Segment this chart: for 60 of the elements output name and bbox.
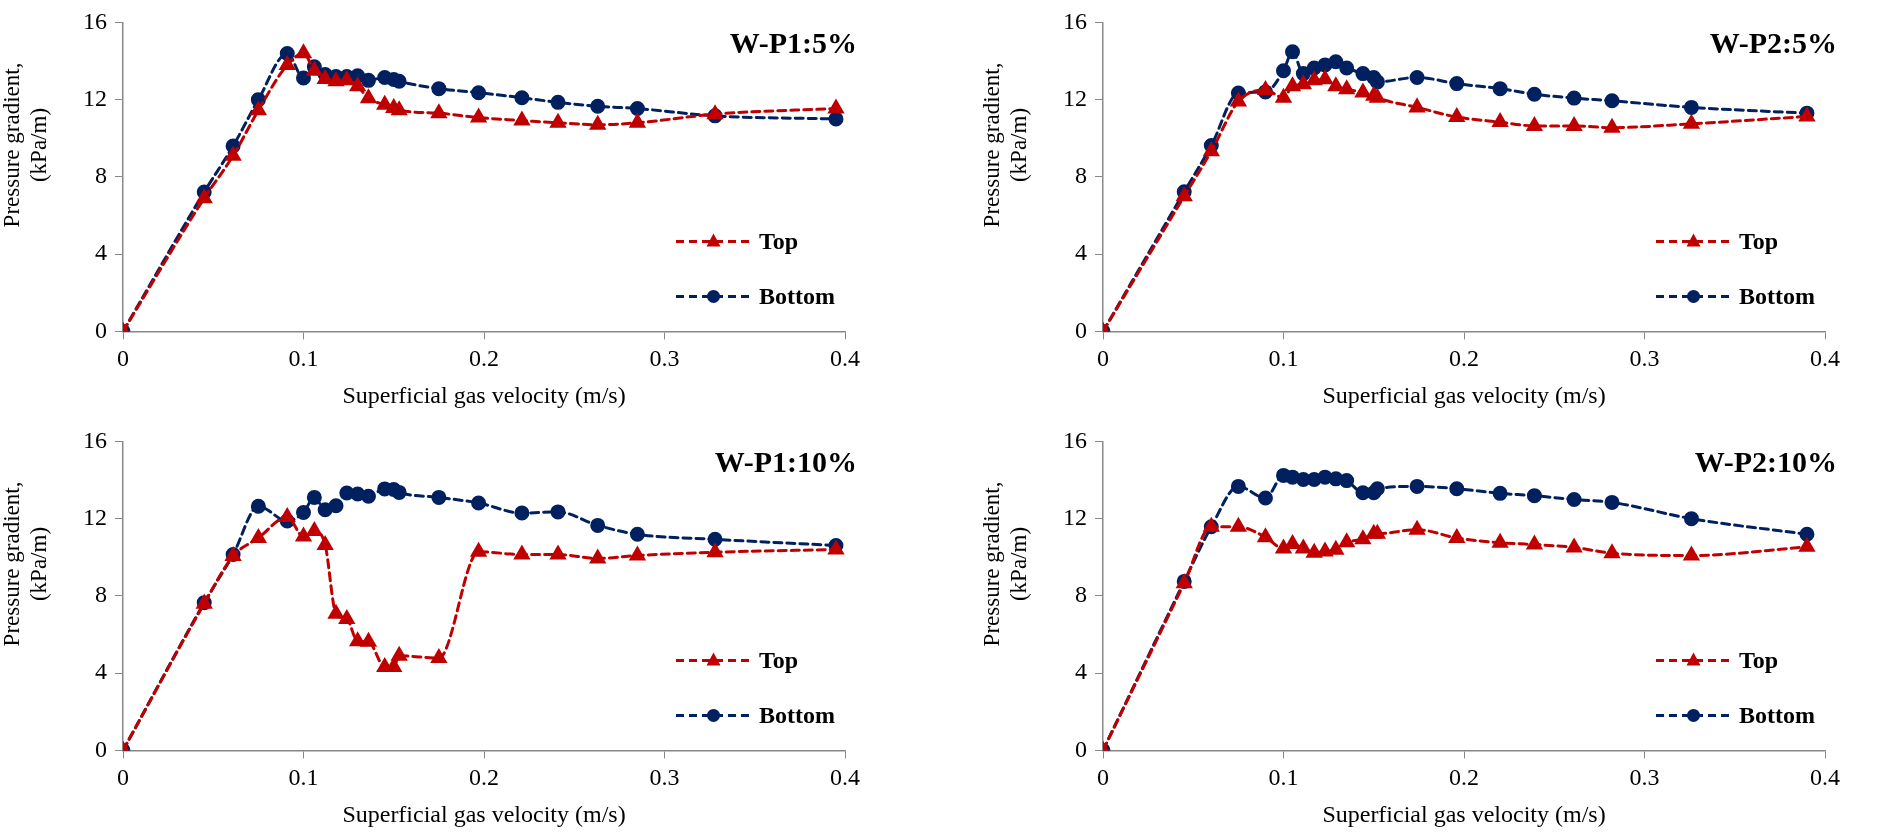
x-tick-label: 0.3 (649, 764, 680, 791)
chart-title: W-P1:5% (729, 26, 857, 60)
legend-label: Top (1739, 646, 1779, 673)
x-tick-label: 0.4 (1810, 345, 1840, 372)
y-tick-label: 16 (1063, 426, 1087, 453)
y-tick-label: 8 (1075, 581, 1087, 608)
y-axis-title: Pressure gradient, (kPa/m) (0, 61, 52, 230)
y-tick-label: 0 (95, 735, 107, 762)
x-tick-label: 0.1 (1268, 345, 1299, 372)
x-tick-label: 0.3 (1629, 764, 1660, 791)
y-tick-label: 16 (83, 7, 107, 34)
y-tick-label: 8 (95, 162, 107, 189)
legend-label: Bottom (1739, 701, 1816, 728)
x-tick-label: 0.1 (1268, 764, 1299, 791)
y-tick-label: 4 (1075, 658, 1087, 685)
x-tick-label: 0.2 (469, 345, 499, 372)
x-tick-label: 0.2 (1449, 345, 1479, 372)
x-tick-label: 0 (117, 345, 129, 372)
x-tick-label: 0.4 (830, 764, 860, 791)
y-tick-label: 4 (1075, 239, 1087, 266)
x-tick-label: 0.4 (830, 345, 860, 372)
legend-label: Bottom (1739, 282, 1816, 309)
x-tick-label: 0 (117, 764, 129, 791)
x-tick-label: 0.1 (288, 345, 319, 372)
chart-title: W-P1:10% (714, 445, 857, 479)
x-tick-label: 0 (1097, 345, 1109, 372)
x-axis-title: Superficial gas velocity (m/s) (1322, 800, 1606, 827)
x-tick-label: 0.4 (1810, 764, 1840, 791)
y-tick-label: 0 (95, 316, 107, 343)
y-tick-label: 4 (95, 658, 107, 685)
x-tick-label: 0.3 (649, 345, 680, 372)
y-axis-title: Pressure gradient, (kPa/m) (0, 480, 52, 649)
x-tick-label: 0.1 (288, 764, 319, 791)
y-tick-label: 12 (83, 84, 107, 111)
x-axis-title: Superficial gas velocity (m/s) (342, 800, 626, 827)
y-tick-label: 12 (83, 503, 107, 530)
legend-label: Top (759, 227, 799, 254)
y-tick-label: 16 (1063, 7, 1087, 34)
chart-title: W-P2:10% (1694, 445, 1837, 479)
y-tick-label: 16 (83, 426, 107, 453)
legend-label: Bottom (759, 282, 836, 309)
y-tick-label: 8 (1075, 162, 1087, 189)
x-axis-title: Superficial gas velocity (m/s) (1322, 381, 1606, 408)
x-tick-label: 0.2 (1449, 764, 1479, 791)
y-tick-label: 12 (1063, 84, 1087, 111)
y-tick-label: 0 (1075, 316, 1087, 343)
x-axis-title: Superficial gas velocity (m/s) (342, 381, 626, 408)
y-tick-label: 8 (95, 581, 107, 608)
legend-label: Top (1739, 227, 1779, 254)
y-axis-title: Pressure gradient, (kPa/m) (978, 61, 1032, 230)
y-tick-label: 12 (1063, 503, 1087, 530)
chart-title: W-P2:5% (1709, 26, 1837, 60)
legend-label: Bottom (759, 701, 836, 728)
y-tick-label: 4 (95, 239, 107, 266)
legend-label: Top (759, 646, 799, 673)
y-axis-title: Pressure gradient, (kPa/m) (978, 480, 1032, 649)
x-tick-label: 0 (1097, 764, 1109, 791)
x-tick-label: 0.2 (469, 764, 499, 791)
y-tick-label: 0 (1075, 735, 1087, 762)
x-tick-label: 0.3 (1629, 345, 1660, 372)
